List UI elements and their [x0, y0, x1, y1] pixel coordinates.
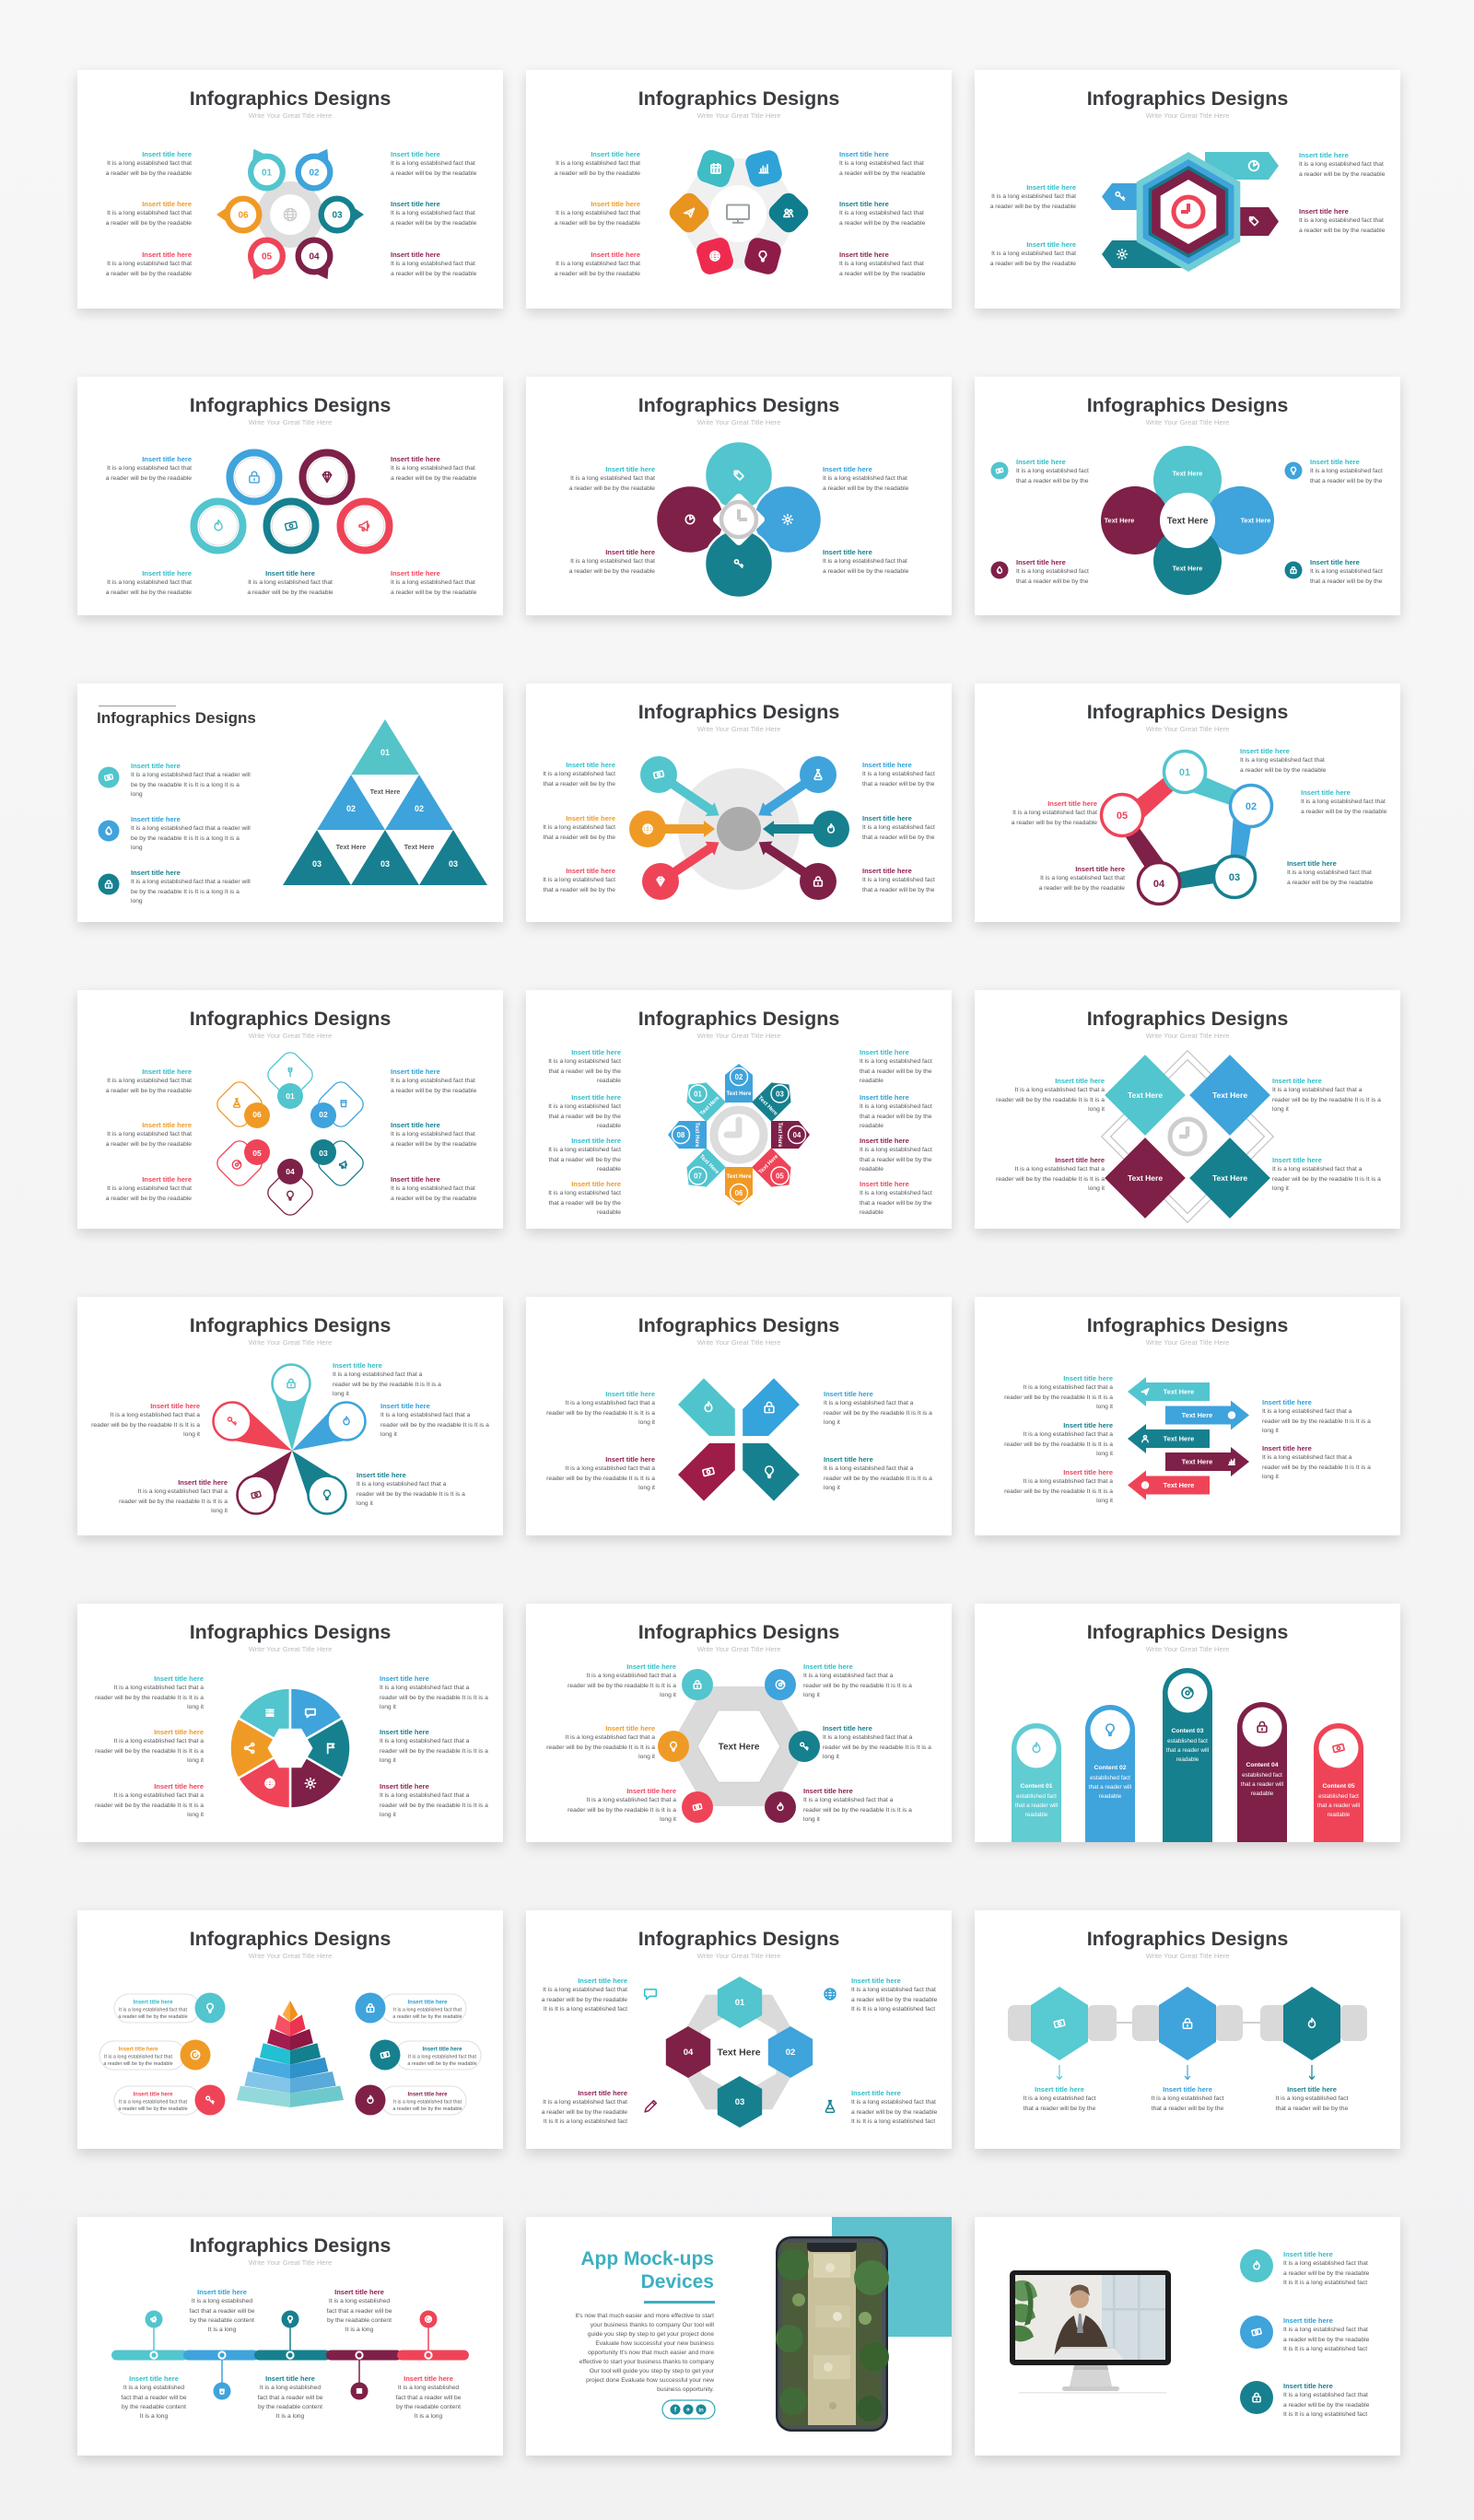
svg-text:in: in — [698, 2409, 704, 2414]
svg-text:that a reader will: that a reader will — [1317, 1802, 1360, 1809]
svg-text:a reader will be by the readab: a reader will be by the readable — [407, 2061, 476, 2067]
svg-text:Text Here: Text Here — [1164, 1388, 1195, 1396]
svg-text:Text Here: Text Here — [336, 843, 367, 851]
svg-text:readable: readable — [1328, 1812, 1351, 1818]
svg-text:Text Here: Text Here — [1164, 1435, 1195, 1443]
svg-text:Content 01: Content 01 — [1020, 1783, 1052, 1790]
svg-text:02: 02 — [346, 804, 356, 813]
svg-text:that a reader will: that a reader will — [1015, 1802, 1058, 1809]
svg-text:a reader will be by the readab: a reader will be by the readable — [392, 2106, 462, 2112]
svg-text:established fact: established fact — [1167, 1738, 1208, 1744]
svg-text:Content 03: Content 03 — [1171, 1728, 1203, 1734]
svg-text:05: 05 — [252, 1149, 262, 1158]
svg-text:readable: readable — [1025, 1812, 1048, 1818]
svg-text:f: f — [674, 2408, 677, 2414]
svg-text:04: 04 — [286, 1167, 295, 1176]
svg-text:02: 02 — [309, 169, 320, 179]
svg-text:Insert title here: Insert title here — [118, 2048, 158, 2053]
svg-text:Text Here: Text Here — [1164, 1481, 1195, 1489]
svg-text:Content 05: Content 05 — [1322, 1783, 1354, 1790]
svg-text:Text Here: Text Here — [1212, 1091, 1247, 1100]
svg-text:Text Here: Text Here — [1173, 565, 1203, 573]
svg-text:that a reader will: that a reader will — [1241, 1781, 1283, 1788]
svg-text:readable: readable — [1251, 1791, 1274, 1797]
svg-text:02: 02 — [1246, 801, 1257, 812]
svg-text:established fact: established fact — [1016, 1793, 1057, 1800]
svg-text:Text Here: Text Here — [777, 1123, 782, 1149]
svg-text:a reader will be by the readab: a reader will be by the readable — [118, 2106, 187, 2112]
svg-text:Text Here: Text Here — [370, 788, 401, 796]
svg-text:03: 03 — [449, 859, 458, 869]
svg-text:01: 01 — [262, 169, 273, 179]
svg-text:08: 08 — [677, 1131, 685, 1139]
svg-text:established fact: established fact — [1090, 1775, 1130, 1781]
svg-text:Content 02: Content 02 — [1094, 1765, 1126, 1771]
svg-text:01: 01 — [380, 748, 390, 757]
svg-text:03: 03 — [380, 859, 390, 869]
svg-text:Text Here: Text Here — [717, 2048, 760, 2059]
svg-text:readable: readable — [1176, 1756, 1199, 1763]
svg-text:03: 03 — [1229, 872, 1240, 883]
svg-text:Text Here: Text Here — [727, 1091, 753, 1097]
svg-text:05: 05 — [776, 1172, 784, 1180]
svg-text:Text Here: Text Here — [719, 1743, 760, 1753]
svg-text:✈: ✈ — [686, 2407, 691, 2413]
svg-text:Text Here: Text Here — [1212, 1173, 1247, 1183]
svg-text:02: 02 — [786, 2048, 796, 2058]
svg-text:07: 07 — [694, 1172, 702, 1180]
svg-text:Text Here: Text Here — [1173, 470, 1203, 478]
svg-text:a reader will be by the readab: a reader will be by the readable — [392, 2014, 462, 2020]
svg-text:03: 03 — [319, 1149, 328, 1158]
svg-text:03: 03 — [735, 2097, 745, 2107]
svg-text:04: 04 — [684, 2048, 694, 2058]
svg-text:Content 04: Content 04 — [1246, 1762, 1278, 1768]
svg-text:05: 05 — [262, 252, 273, 262]
svg-text:that a reader will: that a reader will — [1089, 1784, 1131, 1791]
svg-text:Text Here: Text Here — [1128, 1173, 1163, 1183]
svg-text:03: 03 — [312, 859, 322, 869]
svg-text:readable: readable — [1099, 1793, 1122, 1800]
svg-text:established fact: established fact — [1242, 1772, 1282, 1779]
svg-text:06: 06 — [238, 211, 249, 221]
svg-text:a reader will be by the readab: a reader will be by the readable — [103, 2061, 172, 2067]
svg-text:It is a long established fact: It is a long established fact that — [408, 2055, 477, 2060]
svg-text:a reader will be by the readab: a reader will be by the readable — [118, 2014, 187, 2020]
svg-text:Text Here: Text Here — [404, 843, 435, 851]
svg-text:Text Here: Text Here — [727, 1174, 753, 1180]
svg-text:It is a long established fact: It is a long established fact that — [119, 2008, 188, 2013]
svg-text:It is a long established fact: It is a long established fact that — [104, 2055, 173, 2060]
svg-text:01: 01 — [1179, 767, 1190, 778]
svg-text:Text Here: Text Here — [1182, 1411, 1213, 1419]
svg-text:01: 01 — [735, 1998, 745, 2008]
svg-text:04: 04 — [309, 252, 320, 262]
svg-text:02: 02 — [735, 1073, 743, 1081]
svg-text:01: 01 — [286, 1091, 295, 1101]
svg-text:06: 06 — [252, 1110, 262, 1119]
svg-text:03: 03 — [776, 1090, 784, 1098]
svg-text:Insert title here: Insert title here — [407, 2001, 448, 2006]
svg-text:Insert title here: Insert title here — [133, 2001, 173, 2006]
svg-text:04: 04 — [793, 1131, 801, 1139]
svg-text:It is a long established fact: It is a long established fact that — [393, 2100, 462, 2106]
svg-text:Insert title here: Insert title here — [407, 2093, 448, 2098]
svg-text:04: 04 — [1153, 879, 1165, 890]
svg-text:01: 01 — [694, 1090, 702, 1098]
svg-text:Insert title here: Insert title here — [133, 2093, 173, 2098]
svg-text:03: 03 — [332, 211, 343, 221]
svg-text:that a reader will: that a reader will — [1166, 1747, 1209, 1754]
svg-text:05: 05 — [1117, 811, 1128, 822]
svg-text:Insert title here: Insert title here — [422, 2048, 462, 2053]
svg-text:06: 06 — [735, 1189, 743, 1197]
svg-text:Text Here: Text Here — [1128, 1091, 1163, 1100]
svg-text:It is a long established fact: It is a long established fact that — [393, 2008, 462, 2013]
svg-text:Text Here: Text Here — [1105, 517, 1135, 525]
svg-text:Text Here: Text Here — [694, 1123, 699, 1149]
svg-text:02: 02 — [415, 804, 424, 813]
svg-text:Text Here: Text Here — [1182, 1458, 1213, 1466]
svg-text:Text Here: Text Here — [1167, 517, 1209, 527]
svg-text:established fact: established fact — [1318, 1793, 1359, 1800]
svg-text:Text Here: Text Here — [1241, 517, 1271, 525]
svg-text:It is a long established fact: It is a long established fact that — [119, 2100, 188, 2106]
svg-text:02: 02 — [319, 1110, 328, 1119]
